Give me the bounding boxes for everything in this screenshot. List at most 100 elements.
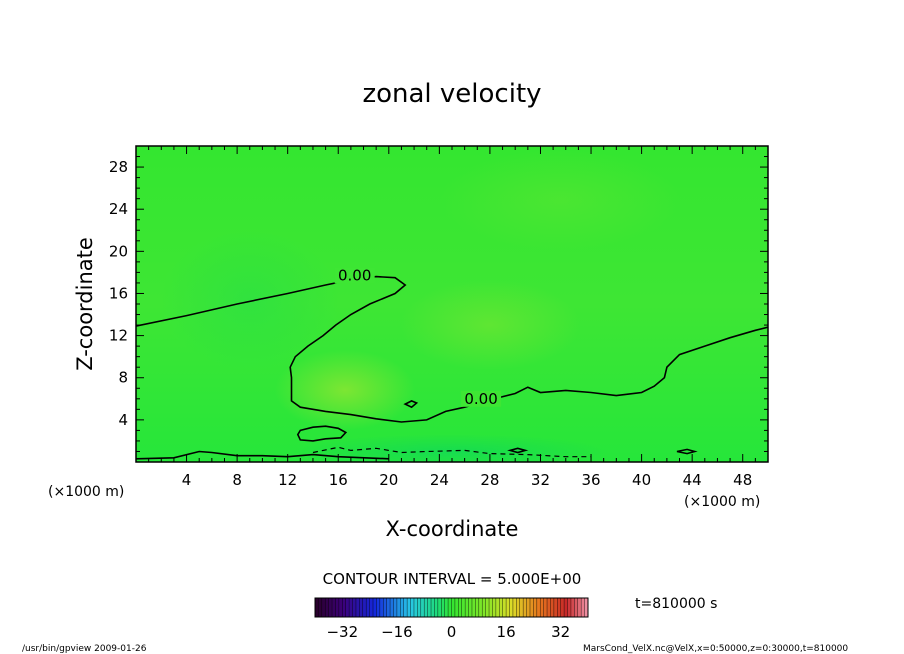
x-tick-label: 16 xyxy=(329,471,348,489)
x-tick-label: 44 xyxy=(683,471,702,489)
colorbar-tick-label: 32 xyxy=(551,623,570,641)
colorbar-swatch xyxy=(345,598,350,617)
colorbar-swatch xyxy=(475,598,480,617)
y-tick-label: 12 xyxy=(109,327,128,345)
x-tick-label: 8 xyxy=(232,471,242,489)
x-tick-label: 24 xyxy=(430,471,449,489)
colorbar-swatch xyxy=(471,598,476,617)
colorbar-swatch xyxy=(369,598,374,617)
colorbar-swatch xyxy=(417,598,422,617)
footer-left: /usr/bin/gpview 2009-01-26 xyxy=(22,644,147,654)
contour-label: 0.00 xyxy=(338,267,371,285)
colorbar-swatch xyxy=(437,598,442,617)
x-tick-label: 40 xyxy=(632,471,651,489)
zero-contour-loop xyxy=(676,448,698,455)
field-cool-region xyxy=(290,434,610,462)
colorbar-swatch xyxy=(540,598,544,617)
colorbar-swatch xyxy=(547,598,551,617)
colorbar-swatch xyxy=(362,598,367,617)
y-axis-label: Z-coordinate xyxy=(73,237,97,371)
colorbar-swatch xyxy=(516,598,521,617)
colorbar-swatch xyxy=(441,598,445,617)
zero-contour-loop xyxy=(507,447,529,454)
zero-contour-loop xyxy=(403,400,419,409)
colorbar-swatch xyxy=(407,598,411,617)
colorbar-swatch xyxy=(458,598,463,617)
colorbar-swatch xyxy=(495,598,500,617)
field-cool-region xyxy=(160,230,340,370)
x-tick-label: 12 xyxy=(278,471,297,489)
colorbar-swatch xyxy=(533,598,538,617)
time-label: t=810000 s xyxy=(635,596,717,612)
colorbar-swatch xyxy=(403,598,408,617)
colorbar-swatch xyxy=(506,598,510,617)
colorbar-swatch xyxy=(584,598,589,617)
colorbar-swatch xyxy=(434,598,439,617)
contour-labels: 0.00 0.00 xyxy=(334,267,502,408)
colorbar-swatch xyxy=(444,598,449,617)
colorbar-swatch xyxy=(359,598,364,617)
zero-contour-line xyxy=(136,275,768,423)
colorbar-swatch xyxy=(485,598,490,617)
colorbar-swatch xyxy=(489,598,493,617)
colorbar-swatch xyxy=(410,598,415,617)
colorbar-swatch xyxy=(332,598,336,617)
colorbar-swatch xyxy=(523,598,527,617)
colorbar-swatch xyxy=(557,598,561,617)
colorbar-tick-label: 0 xyxy=(447,623,457,641)
colorbar-swatch xyxy=(448,598,452,617)
colorbar-swatch xyxy=(393,598,398,617)
contour-label-background xyxy=(461,390,502,407)
colorbar-swatch xyxy=(577,598,582,617)
colorbar-swatch xyxy=(509,598,514,617)
contour-interval-label: CONTOUR INTERVAL = 5.000E+00 xyxy=(323,570,582,588)
colorbar-swatch xyxy=(482,598,486,617)
colorbar-swatch xyxy=(564,598,568,617)
colorbar-swatch xyxy=(390,598,394,617)
colorbar-tick-label: 16 xyxy=(497,623,516,641)
colorbar-frame xyxy=(314,597,589,618)
colorbar-swatch xyxy=(373,598,377,617)
field-warm-region xyxy=(275,350,415,430)
colorbar xyxy=(315,598,589,617)
x-axis-unit-right: (×1000 m) xyxy=(684,494,760,510)
y-tick-label: 24 xyxy=(109,200,128,218)
colorbar-swatch xyxy=(570,598,575,617)
colorbar-swatch xyxy=(581,598,585,617)
colorbar-swatch xyxy=(550,598,555,617)
x-axis-unit-left: (×1000 m) xyxy=(48,484,124,500)
x-tick-label: 32 xyxy=(531,471,550,489)
x-tick-label: 20 xyxy=(379,471,398,489)
colorbar-swatch xyxy=(321,598,326,617)
colorbar-swatch xyxy=(315,598,319,617)
colorbar-swatch xyxy=(519,598,524,617)
colorbar-swatch xyxy=(465,598,469,617)
colorbar-swatch xyxy=(338,598,343,617)
contour-label-background xyxy=(334,267,375,284)
colorbar-swatch xyxy=(386,598,391,617)
x-tick-label: 48 xyxy=(733,471,752,489)
y-tick-label: 28 xyxy=(109,158,128,176)
colorbar-swatch xyxy=(502,598,507,617)
colorbar-swatch xyxy=(492,598,497,617)
colorbar-ticks: −32 −16 0 16 32 xyxy=(326,623,570,641)
x-tick-label: 36 xyxy=(581,471,600,489)
field-warm-region xyxy=(400,280,580,370)
colorbar-swatch xyxy=(420,598,425,617)
colorbar-swatch xyxy=(352,598,357,617)
colorbar-swatch xyxy=(349,598,353,617)
colorbar-swatch xyxy=(431,598,435,617)
colorbar-swatch xyxy=(574,598,579,617)
y-tick-label: 4 xyxy=(118,411,128,429)
colorbar-swatch xyxy=(536,598,541,617)
plot-area xyxy=(136,146,768,462)
colorbar-swatch xyxy=(383,598,387,617)
colorbar-swatch xyxy=(396,598,401,617)
colorbar-swatch xyxy=(553,598,558,617)
chart-title: zonal velocity xyxy=(362,79,541,109)
y-tick-label: 16 xyxy=(109,284,128,302)
colorbar-swatch xyxy=(468,598,473,617)
colorbar-swatch xyxy=(376,598,381,617)
colorbar-swatch xyxy=(424,598,428,617)
